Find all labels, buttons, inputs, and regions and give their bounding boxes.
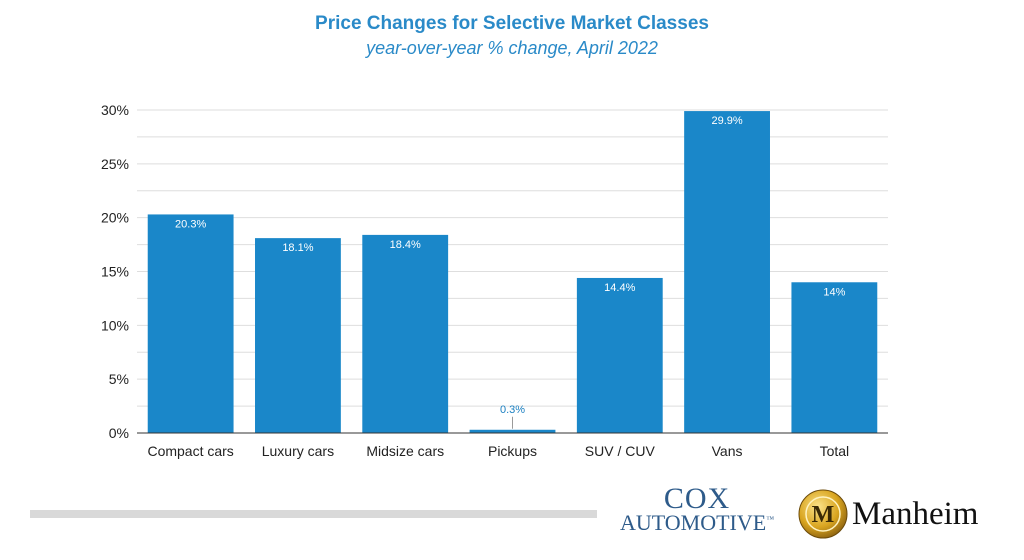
y-tick-label: 15% bbox=[101, 264, 129, 280]
cox-logo-word: AUTOMOTIVE bbox=[619, 510, 767, 535]
data-label: 29.9% bbox=[711, 115, 742, 127]
cox-logo-tm: ™ bbox=[766, 514, 775, 524]
data-label: 14% bbox=[823, 286, 845, 298]
data-label: 18.4% bbox=[390, 239, 421, 251]
cox-logo-line2: AUTOMOTIVE™ bbox=[612, 512, 782, 534]
x-tick-label: Total bbox=[820, 443, 850, 459]
chart-subtitle: year-over-year % change, April 2022 bbox=[366, 38, 658, 58]
x-tick-label: Pickups bbox=[488, 443, 537, 459]
y-tick-label: 30% bbox=[101, 102, 129, 118]
bar bbox=[791, 282, 878, 433]
x-tick-label: Luxury cars bbox=[262, 443, 334, 459]
bar bbox=[255, 238, 341, 433]
bar-chart: 0% 5% 10% 15% 20% 25% 30% 20.3% Compact cars 18.1… bbox=[101, 102, 888, 459]
bar bbox=[469, 429, 556, 433]
bar bbox=[362, 234, 449, 433]
bar bbox=[147, 214, 234, 433]
y-tick-label: 20% bbox=[101, 210, 129, 226]
cox-logo-line1: COX bbox=[663, 482, 731, 515]
chart-title: Price Changes for Selective Market Class… bbox=[315, 13, 709, 34]
manheim-seal-letter: M bbox=[812, 502, 835, 528]
y-tick-label: 0% bbox=[109, 425, 129, 441]
data-label: 18.1% bbox=[282, 242, 313, 254]
y-tick-label: 25% bbox=[101, 156, 129, 172]
manheim-wordmark: Manheim bbox=[852, 495, 979, 532]
x-tick-label: SUV / CUV bbox=[585, 443, 656, 459]
manheim-logo: M Manheim bbox=[798, 487, 978, 541]
cox-automotive-logo: COX AUTOMOTIVE™ bbox=[612, 484, 782, 534]
data-label: 20.3% bbox=[175, 218, 206, 230]
x-tick-label: Compact cars bbox=[147, 443, 233, 459]
y-tick-label: 5% bbox=[109, 371, 129, 387]
manheim-seal-icon: M bbox=[798, 489, 848, 539]
bar bbox=[576, 277, 663, 433]
data-label: 0.3% bbox=[500, 404, 525, 416]
bar bbox=[684, 111, 770, 434]
x-tick-label: Midsize cars bbox=[366, 443, 444, 459]
y-tick-label: 10% bbox=[101, 317, 129, 333]
x-tick-label: Vans bbox=[712, 443, 743, 459]
data-label: 14.4% bbox=[604, 282, 635, 294]
footer-divider bbox=[30, 510, 597, 518]
